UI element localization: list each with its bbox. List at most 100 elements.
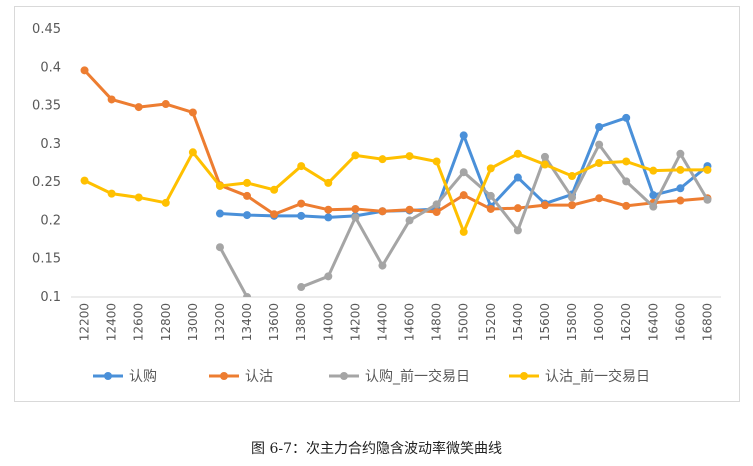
figure-caption: 图 6-7：次主力合约隐含波动率微笑曲线 <box>251 441 502 457</box>
data-point <box>80 176 89 185</box>
data-point <box>595 194 604 203</box>
series-2 <box>215 140 712 297</box>
data-point <box>649 202 658 211</box>
legend-swatch-marker <box>104 372 112 380</box>
data-point <box>215 243 224 252</box>
data-point <box>622 201 631 210</box>
chart-frame: 0.1 0.15 0.2 0.25 0.3 0.35 0.4 0.45 12200 12400 12… <box>14 6 740 402</box>
data-point <box>243 211 252 220</box>
x-tick-label: 16600 <box>673 303 687 341</box>
x-tick-label: 14200 <box>348 303 362 341</box>
legend-swatch-marker <box>340 372 348 380</box>
data-point <box>215 209 224 218</box>
data-point <box>270 210 279 219</box>
data-point <box>432 157 441 166</box>
series-3 <box>80 148 712 236</box>
data-point <box>243 178 252 187</box>
data-point <box>297 283 306 292</box>
data-point <box>595 123 604 132</box>
data-point <box>432 208 441 217</box>
y-tick-label: 0.25 <box>32 175 61 190</box>
data-point <box>540 160 549 169</box>
data-point <box>80 66 89 75</box>
data-point <box>676 149 685 158</box>
data-point <box>486 191 495 200</box>
legend-swatch-marker <box>220 372 228 380</box>
y-tick-label: 0.15 <box>32 252 61 267</box>
x-tick-label: 12400 <box>105 303 119 341</box>
data-point <box>513 204 522 213</box>
data-point <box>649 191 658 200</box>
data-point <box>297 211 306 220</box>
data-point <box>513 173 522 182</box>
x-tick-label: 13000 <box>186 303 200 341</box>
data-point <box>134 193 143 202</box>
data-point <box>243 293 252 297</box>
data-point <box>540 152 549 161</box>
y-tick-label: 0.4 <box>40 60 61 75</box>
data-point <box>243 191 252 200</box>
x-tick-label: 14400 <box>375 303 389 341</box>
data-point <box>188 148 197 157</box>
data-point <box>568 193 577 202</box>
data-point <box>324 272 333 281</box>
y-tick-label: 0.2 <box>40 213 61 228</box>
chart-svg: 0.1 0.15 0.2 0.25 0.3 0.35 0.4 0.45 12200 12400 12… <box>32 22 721 385</box>
y-tick-label: 0.1 <box>40 290 61 305</box>
data-point <box>378 261 387 270</box>
data-point <box>405 205 414 214</box>
data-point <box>649 166 658 175</box>
data-point <box>378 207 387 216</box>
data-point <box>595 140 604 149</box>
data-point <box>622 113 631 122</box>
data-point <box>486 164 495 173</box>
series-line <box>218 246 249 297</box>
x-tick-label: 16000 <box>592 303 606 341</box>
data-point <box>703 165 712 174</box>
x-tick-label: 12600 <box>132 303 146 341</box>
data-point <box>622 157 631 166</box>
data-point <box>405 152 414 161</box>
data-point <box>351 213 360 222</box>
data-point <box>405 216 414 225</box>
x-tick-label: 12800 <box>159 303 173 341</box>
data-point <box>540 201 549 210</box>
data-point <box>459 168 468 177</box>
data-point <box>622 177 631 186</box>
legend-swatch-marker <box>520 372 528 380</box>
x-tick-label: 15400 <box>511 303 525 341</box>
series-1 <box>80 66 712 219</box>
data-point <box>351 151 360 160</box>
legend-label: 认购 <box>129 369 157 385</box>
data-point <box>324 205 333 214</box>
data-point <box>676 165 685 174</box>
data-point <box>107 95 116 104</box>
legend-label: 认沽_前一交易日 <box>545 368 650 385</box>
x-tick-label: 14600 <box>403 303 417 341</box>
x-tick-label: 15600 <box>538 303 552 341</box>
y-tick-label: 0.35 <box>32 99 61 114</box>
data-point <box>676 196 685 205</box>
data-point <box>459 191 468 200</box>
x-tick-label: 16400 <box>646 303 660 341</box>
data-point <box>568 201 577 210</box>
x-tick-label: 13600 <box>267 303 281 341</box>
data-point <box>486 204 495 213</box>
data-point <box>351 204 360 213</box>
data-point <box>459 227 468 236</box>
data-point <box>378 155 387 164</box>
data-point <box>188 108 197 117</box>
x-tick-label: 15000 <box>457 303 471 341</box>
data-point <box>215 181 224 190</box>
series-line <box>83 69 708 216</box>
data-point <box>432 200 441 209</box>
x-tick-label: 16200 <box>619 303 633 341</box>
data-point <box>297 162 306 171</box>
data-point <box>513 149 522 158</box>
data-point <box>568 172 577 181</box>
x-tick-label: 12200 <box>78 303 92 341</box>
data-point <box>161 100 170 109</box>
x-tick-label: 15800 <box>565 303 579 341</box>
data-point <box>107 189 116 198</box>
data-point <box>324 178 333 187</box>
